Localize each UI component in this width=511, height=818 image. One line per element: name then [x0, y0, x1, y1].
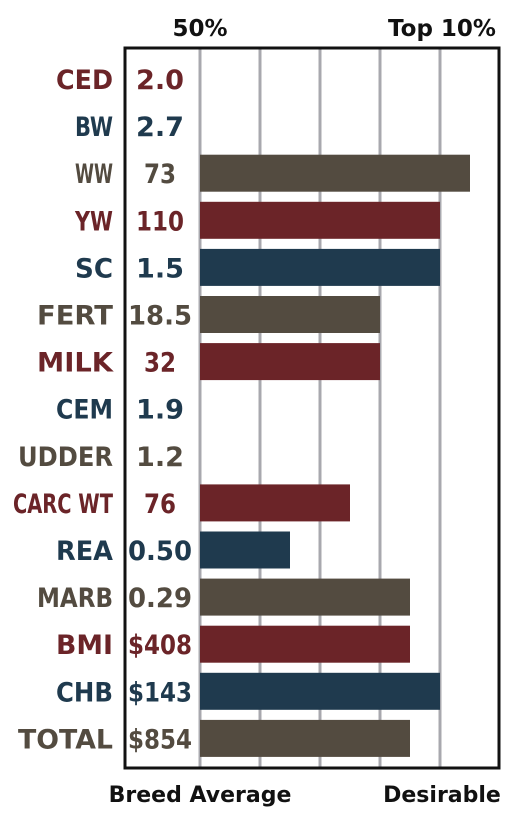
trait-label-bw: BW [75, 112, 113, 143]
value-label-udder: 1.2 [136, 442, 184, 473]
trait-label-ced: CED [56, 65, 113, 96]
bar-ww [200, 154, 470, 192]
trait-label-ww: WW [75, 159, 113, 190]
trait-label-marb: MARB [37, 583, 113, 614]
bar-milk [200, 343, 380, 381]
bar-carc-wt [200, 484, 350, 522]
bar-yw [200, 201, 440, 239]
bar-fert [200, 296, 380, 333]
trait-label-total: TOTAL [18, 724, 113, 755]
value-label-fert: 18.5 [128, 301, 192, 332]
trait-label-udder: UDDER [18, 442, 113, 473]
value-label-yw: 110 [136, 206, 184, 237]
chart-frame [123, 46, 501, 770]
bar-sc [200, 248, 440, 286]
bars [200, 154, 470, 757]
trait-label-carc-wt: CARC WT [13, 489, 113, 520]
value-label-cem: 1.9 [136, 395, 184, 426]
bar-bmi [200, 625, 410, 663]
top-label-left: 50% [172, 16, 227, 42]
value-label-bmi: $408 [128, 630, 192, 661]
trait-label-rea: REA [56, 536, 113, 567]
value-label-bw: 2.7 [136, 112, 184, 143]
bar-total [200, 719, 410, 757]
value-label-total: $854 [128, 724, 192, 755]
trait-label-fert: FERT [37, 301, 114, 332]
trait-label-yw: YW [74, 206, 113, 237]
value-label-ced: 2.0 [136, 65, 184, 96]
bar-chb [200, 672, 440, 710]
value-label-marb: 0.29 [128, 583, 192, 614]
value-label-ww: 73 [144, 159, 176, 190]
bottom-label-left: Breed Average [109, 783, 292, 808]
trait-label-sc: SC [75, 253, 113, 284]
trait-label-milk: MILK [37, 348, 114, 379]
trait-label-chb: CHB [56, 677, 113, 708]
trait-label-bmi: BMI [56, 630, 113, 661]
bottom-label-right: Desirable [383, 783, 501, 808]
value-label-carc-wt: 76 [144, 489, 176, 520]
row-labels: CED 2.0 BW 2.7 WW 73 YW 110 SC 1.5 FERT 18.5 MILK 32 C… [13, 65, 192, 755]
bar-rea [200, 531, 290, 569]
bar-marb [200, 578, 410, 616]
trait-label-cem: CEM [56, 395, 113, 426]
value-label-rea: 0.50 [128, 536, 192, 567]
top-label-right: Top 10% [388, 16, 496, 42]
value-label-sc: 1.5 [136, 253, 184, 284]
value-label-chb: $143 [128, 677, 192, 708]
value-label-milk: 32 [144, 348, 176, 379]
